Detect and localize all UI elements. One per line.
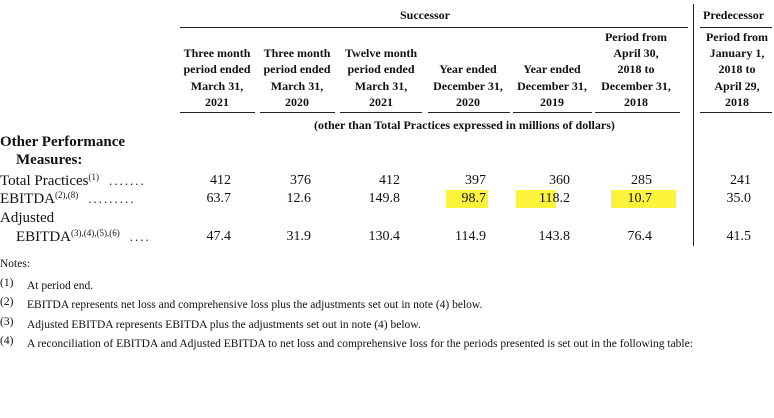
note-text: At period end. bbox=[27, 280, 94, 292]
cell-value: 360 bbox=[549, 173, 570, 188]
header-rule bbox=[340, 112, 422, 113]
note-number: (1) bbox=[0, 277, 14, 289]
cell-value: 130.4 bbox=[368, 229, 401, 244]
header-rule bbox=[595, 112, 680, 113]
highlight bbox=[446, 190, 488, 208]
note-text: A reconciliation of EBITDA and Adjusted … bbox=[27, 337, 693, 350]
note-number: (3) bbox=[0, 315, 14, 328]
note-text: EBITDA represents net loss and comprehen… bbox=[27, 299, 483, 312]
group-rule bbox=[180, 27, 688, 28]
label-text: Adjusted bbox=[0, 210, 55, 226]
column-header: Year ended bbox=[523, 62, 581, 77]
label-text: Total Practices bbox=[0, 173, 89, 189]
header-rule bbox=[180, 112, 255, 113]
column-header: 2018 to bbox=[617, 62, 655, 77]
note-text: Adjusted EBITDA represents EBITDA plus t… bbox=[27, 318, 421, 331]
label-text: EBITDA bbox=[16, 229, 71, 245]
column-header: March 31, bbox=[190, 78, 244, 93]
cell-value: 63.7 bbox=[206, 191, 232, 206]
cell-value: 241 bbox=[730, 173, 751, 188]
cell-value: 118.2 bbox=[539, 191, 570, 206]
column-header: 2018 bbox=[725, 95, 749, 109]
footnote-ref: (1) bbox=[88, 172, 100, 182]
section-title: Measures: bbox=[16, 152, 83, 168]
divider bbox=[693, 4, 694, 246]
cell-value: 285 bbox=[631, 173, 652, 188]
column-header: 2021 bbox=[369, 95, 393, 109]
row-label: EBITDA(2),(8)......... bbox=[0, 190, 136, 208]
cell-value: 412 bbox=[379, 173, 400, 188]
cell-value: 76.4 bbox=[627, 229, 653, 244]
column-header: 2019 bbox=[540, 95, 564, 109]
footnote-ref: (3),(4),(5),(6) bbox=[71, 228, 120, 238]
leader: ......... bbox=[88, 191, 136, 206]
cell-value: 412 bbox=[210, 173, 231, 188]
cell-value: 143.8 bbox=[538, 229, 571, 244]
column-header: period ended bbox=[347, 62, 415, 77]
cell-value: 12.6 bbox=[286, 191, 312, 206]
cell-value: 31.9 bbox=[286, 229, 312, 244]
label-text: EBITDA bbox=[0, 191, 55, 207]
highlight bbox=[516, 190, 556, 208]
column-header: December 31, bbox=[433, 78, 503, 93]
column-header: Period from bbox=[705, 29, 769, 44]
group-rule bbox=[700, 27, 772, 28]
column-header: Period from bbox=[604, 29, 668, 44]
column-header: 2020 bbox=[285, 95, 309, 109]
column-header: Twelve month bbox=[344, 46, 418, 61]
cell-value: 149.8 bbox=[368, 191, 401, 206]
leader: ....... bbox=[109, 173, 146, 188]
column-header: Year ended bbox=[439, 62, 497, 77]
column-header: 2018 to bbox=[718, 62, 756, 77]
note-number: (2) bbox=[0, 296, 14, 309]
notes-title: Notes: bbox=[0, 258, 31, 270]
cell-value: 98.7 bbox=[461, 191, 487, 206]
header-rule bbox=[260, 112, 335, 113]
cell-value: 47.4 bbox=[206, 229, 232, 244]
column-header: Three month bbox=[183, 46, 251, 61]
row-label: EBITDA(3),(4),(5),(6).... bbox=[16, 228, 151, 246]
column-header: March 31, bbox=[270, 78, 324, 93]
header-rule bbox=[513, 112, 592, 113]
group-header: Predecessor bbox=[703, 8, 765, 22]
highlight bbox=[611, 190, 676, 208]
leader: .... bbox=[129, 229, 151, 244]
column-header: December 31, bbox=[601, 78, 671, 93]
cell-value: 35.0 bbox=[726, 191, 752, 206]
column-header: April 30, bbox=[613, 46, 659, 61]
footnote-ref: (2),(8) bbox=[55, 190, 79, 200]
column-header: April 29, bbox=[714, 78, 760, 93]
header-rule bbox=[428, 112, 510, 113]
cell-value: 114.9 bbox=[455, 229, 486, 244]
group-header: Successor bbox=[400, 8, 450, 22]
column-header: December 31, bbox=[517, 78, 587, 93]
column-header: 2020 bbox=[456, 95, 480, 109]
column-header: Three month bbox=[263, 46, 331, 61]
column-header: March 31, bbox=[354, 78, 408, 93]
cell-value: 397 bbox=[465, 173, 486, 188]
unit-note: (other than Total Practices expressed in… bbox=[314, 118, 615, 132]
cell-value: 376 bbox=[290, 173, 311, 188]
note-number: (4) bbox=[0, 334, 14, 347]
column-header: January 1, bbox=[709, 46, 765, 61]
row-label: Adjusted bbox=[0, 210, 54, 227]
column-header: period ended bbox=[183, 62, 251, 77]
column-header: 2018 bbox=[624, 95, 648, 109]
header-rule bbox=[700, 112, 772, 113]
section-title: Other Performance bbox=[0, 134, 126, 150]
row-label: Total Practices(1)....... bbox=[0, 172, 146, 190]
cell-value: 10.7 bbox=[627, 191, 653, 206]
cell-value: 41.5 bbox=[726, 229, 752, 244]
column-header: 2021 bbox=[205, 95, 229, 109]
column-header: period ended bbox=[263, 62, 331, 77]
